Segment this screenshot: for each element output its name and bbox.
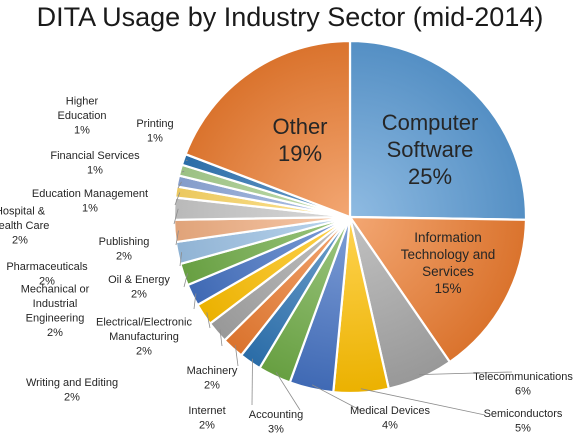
leader-line-medical-devices	[311, 384, 361, 411]
slice-label-electrical-electronic-manufacturing: Electrical/Electronic Manufacturing 2%	[96, 317, 192, 358]
leader-line-education-management	[174, 192, 181, 206]
slice-label-computer-software: Computer Software 25%	[382, 110, 479, 189]
slice-label-telecommunications: Telecommunications 6%	[473, 371, 573, 398]
slice-label-accounting: Accounting 3%	[249, 409, 303, 436]
leader-line-writing-and-editing	[219, 329, 223, 347]
slice-label-oil-energy: Oil & Energy 2%	[108, 274, 170, 301]
slice-label-writing-and-editing: Writing and Editing 2%	[26, 377, 118, 404]
slice-label-machinery: Machinery 2%	[187, 365, 238, 392]
slice-label-publishing: Publishing 2%	[99, 236, 150, 263]
slice-label-printing: Printing 1%	[136, 118, 173, 145]
slice-label-semiconductors: Semiconductors 5%	[484, 408, 563, 435]
chart-title: DITA Usage by Industry Sector (mid-2014)	[36, 2, 544, 32]
slice-label-information-technology-and-services: Information Technology and Services 15%	[401, 230, 496, 296]
leader-line-hospital-health-care	[173, 208, 179, 225]
slice-label-mechanical-or-industrial-engineering: Mechanical or Industrial Engineering 2%	[21, 283, 90, 339]
slice-label-higher-education: Higher Education 1%	[58, 96, 107, 137]
leader-line-telecommunications	[418, 371, 513, 375]
pie-slice-information-technology-and-services	[347, 215, 528, 364]
pie-slice-other	[184, 39, 352, 219]
leader-line-financial-services	[177, 181, 182, 189]
leader-line-mechanical-or-industrial-engineering	[193, 293, 197, 310]
leader-line-oil-energy	[183, 273, 188, 288]
leader-line-accounting	[275, 372, 301, 411]
leader-line-pharmaceuticals	[179, 252, 182, 267]
slice-label-education-management: Education Management 1%	[32, 188, 148, 215]
slice-label-medical-devices: Medical Devices 4%	[350, 405, 431, 432]
slice-label-internet: Internet 2%	[188, 405, 225, 432]
slice-label-other: Other 19%	[272, 114, 327, 166]
leader-line-machinery	[234, 345, 239, 367]
leader-line-printing	[185, 159, 188, 162]
pie-slice-computer-software	[348, 39, 528, 221]
leader-line-publishing	[175, 230, 179, 246]
leader-line-higher-education	[181, 170, 185, 173]
leader-line-electrical-electronic-manufacturing	[206, 312, 211, 329]
slice-label-financial-services: Financial Services 1%	[50, 150, 140, 177]
leader-line-semiconductors	[360, 388, 486, 416]
slice-label-pharmaceuticals: Pharmaceuticals 2%	[6, 261, 88, 288]
leader-line-internet	[251, 358, 253, 406]
